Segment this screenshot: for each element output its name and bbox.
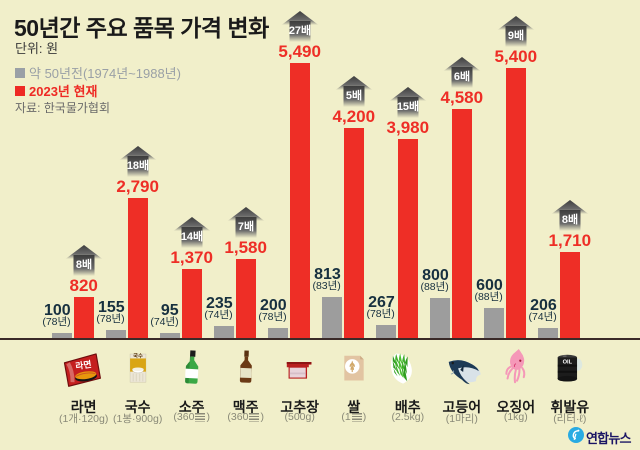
svg-text:27배: 27배 xyxy=(289,23,311,37)
svg-text:14배: 14배 xyxy=(181,229,203,243)
svg-text:8배: 8배 xyxy=(562,212,578,226)
svg-text:9배: 9배 xyxy=(508,28,524,42)
svg-text:국수: 국수 xyxy=(133,352,143,360)
svg-text:8배: 8배 xyxy=(76,257,92,271)
svg-text:18배: 18배 xyxy=(127,158,149,172)
svg-text:7배: 7배 xyxy=(238,219,254,233)
svg-text:6배: 6배 xyxy=(454,69,470,83)
svg-text:5배: 5배 xyxy=(346,88,362,102)
svg-text:OIL: OIL xyxy=(562,360,572,366)
svg-text:15배: 15배 xyxy=(397,99,419,113)
